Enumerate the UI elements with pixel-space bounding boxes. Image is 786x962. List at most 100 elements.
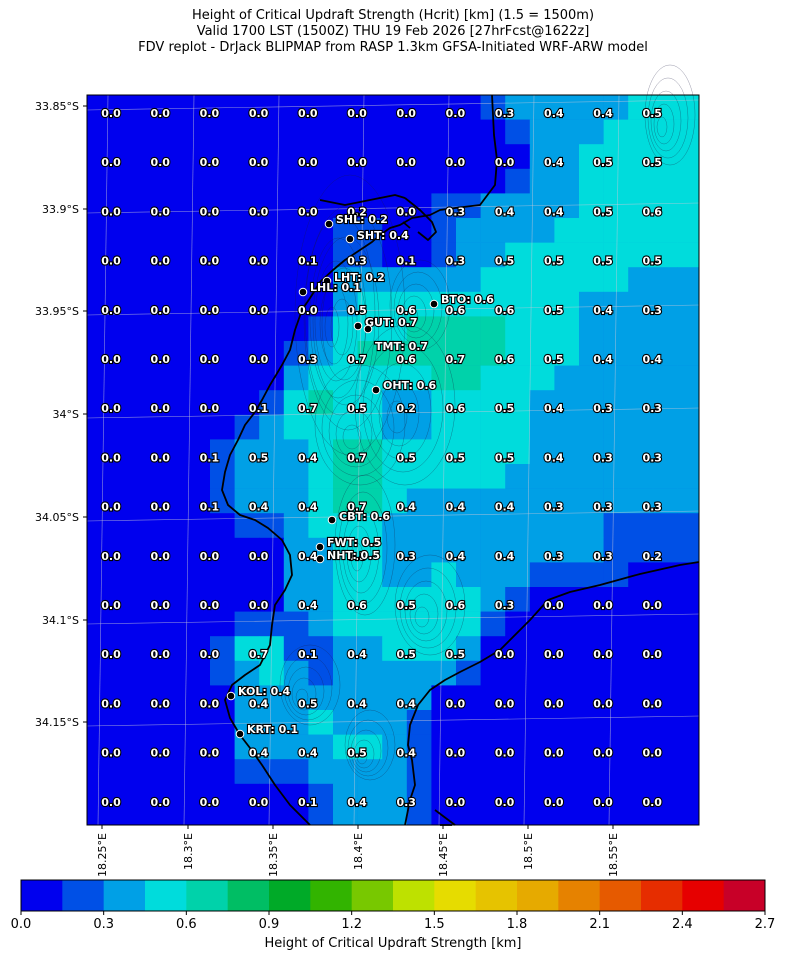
grid-cell: [357, 537, 383, 563]
grid-cell: [456, 710, 481, 735]
grid-cell: [677, 734, 700, 760]
grid-value-label: 0.4: [544, 156, 564, 169]
grid-cell: [210, 710, 235, 735]
grid-cell: [308, 808, 334, 826]
grid-cell: [652, 414, 678, 440]
grid-value-label: 0.7: [446, 353, 466, 366]
grid-cell: [234, 488, 260, 514]
grid-cell: [357, 291, 383, 317]
station-label: FWT: 0.5: [327, 536, 381, 549]
grid-cell: [185, 464, 211, 489]
station-label: CBT: 0.6: [339, 510, 390, 523]
grid-cell: [87, 218, 112, 243]
grid-cell: [283, 168, 309, 194]
station-label: KOL: 0.4: [238, 685, 290, 698]
latitude-gridline: [86, 407, 700, 419]
grid-cell: [529, 267, 555, 293]
grid-value-label: 0.3: [544, 501, 564, 514]
grid-cell: [382, 636, 408, 662]
grid-cell: [456, 660, 481, 686]
grid-cell: [259, 685, 285, 711]
grid-cell: [628, 439, 654, 465]
grid-cell: [677, 783, 700, 809]
grid-cell: [283, 242, 309, 268]
colorbar-block: [21, 880, 63, 911]
grid-cell: [185, 439, 211, 465]
grid-cell: [652, 710, 678, 735]
grid-cell: [87, 783, 112, 809]
grid-cell: [259, 562, 285, 588]
grid-value-label: 0.0: [544, 697, 564, 710]
map-panel: 0.0 0.0 0.0 0.0 0.0 0.0 0.0 0.0 0.3 0.4 0.4 0.5 0.0 0…: [35, 64, 700, 877]
longitude-gridline: [97, 94, 109, 826]
colorbar-block: [434, 880, 477, 911]
grid-cell: [456, 587, 481, 612]
colorbar-block: [186, 880, 229, 911]
grid-cell: [160, 341, 186, 366]
grid-cell: [111, 119, 137, 145]
grid-cell: [603, 414, 629, 440]
grid-cell: [554, 464, 580, 489]
grid-cell: [210, 759, 235, 785]
grid-cell: [283, 414, 309, 440]
grid-cell: [160, 316, 186, 342]
grid-cell: [160, 488, 186, 514]
grid-cell: [382, 660, 408, 686]
grid-cell: [185, 562, 211, 588]
grid-cell: [111, 611, 137, 637]
grid-cell: [234, 365, 260, 391]
grid-cell: [333, 119, 358, 145]
contour-line: [347, 719, 389, 777]
grid-cell: [160, 759, 186, 785]
grid-value-label: 0.0: [101, 451, 121, 464]
grid-value-label: 0.0: [642, 796, 662, 809]
grid-value-label: 0.0: [298, 304, 318, 317]
station-marker: [429, 299, 439, 309]
grid-cell: [210, 587, 235, 612]
grid-value-label: 0.0: [150, 304, 170, 317]
grid-cell: [480, 513, 506, 539]
station-label: SHL: 0.2: [336, 213, 388, 226]
grid-cell: [333, 685, 358, 711]
grid-cell: [628, 808, 654, 826]
grid-cell: [677, 488, 700, 514]
grid-cell: [185, 537, 211, 563]
grid-value-label: 0.4: [593, 107, 613, 120]
grid-cell: [628, 291, 654, 317]
longitude-gridline: [268, 94, 280, 826]
grid-cell: [406, 144, 432, 170]
grid-cell: [87, 341, 112, 366]
grid-cell: [357, 365, 383, 391]
grid-value-label: 0.0: [150, 599, 170, 612]
grid-value-label: 0.1: [298, 648, 318, 661]
grid-cell: [505, 488, 531, 514]
grid-cell: [111, 414, 137, 440]
contour-line: [338, 491, 388, 605]
grid-cell: [480, 488, 506, 514]
grid-cell: [628, 218, 654, 243]
grid-cell: [628, 316, 654, 342]
grid-value-label: 0.4: [298, 747, 318, 760]
grid-value-label: 0.0: [150, 550, 170, 563]
grid-value-label: 0.0: [495, 697, 515, 710]
grid-cell: [357, 119, 383, 145]
grid-cell: [554, 341, 580, 366]
grid-cell: [456, 316, 481, 342]
grid-cell: [210, 390, 235, 416]
grid-cell: [603, 660, 629, 686]
grid-cell: [603, 168, 629, 194]
grid-cell: [431, 685, 457, 711]
grid-cell: [431, 537, 457, 563]
grid-cell: [333, 464, 358, 489]
grid-value-label: 0.0: [446, 697, 466, 710]
grid-cell: [579, 537, 604, 563]
grid-value-label: 0.2: [642, 550, 662, 563]
grid-cell: [308, 242, 334, 268]
grid-cell: [333, 95, 358, 120]
grid-cell: [652, 439, 678, 465]
grid-cell: [160, 144, 186, 170]
terrain-contours: [279, 64, 696, 781]
grid-cell: [382, 464, 408, 489]
grid-value-label: 0.4: [396, 697, 416, 710]
grid-cell: [382, 168, 408, 194]
